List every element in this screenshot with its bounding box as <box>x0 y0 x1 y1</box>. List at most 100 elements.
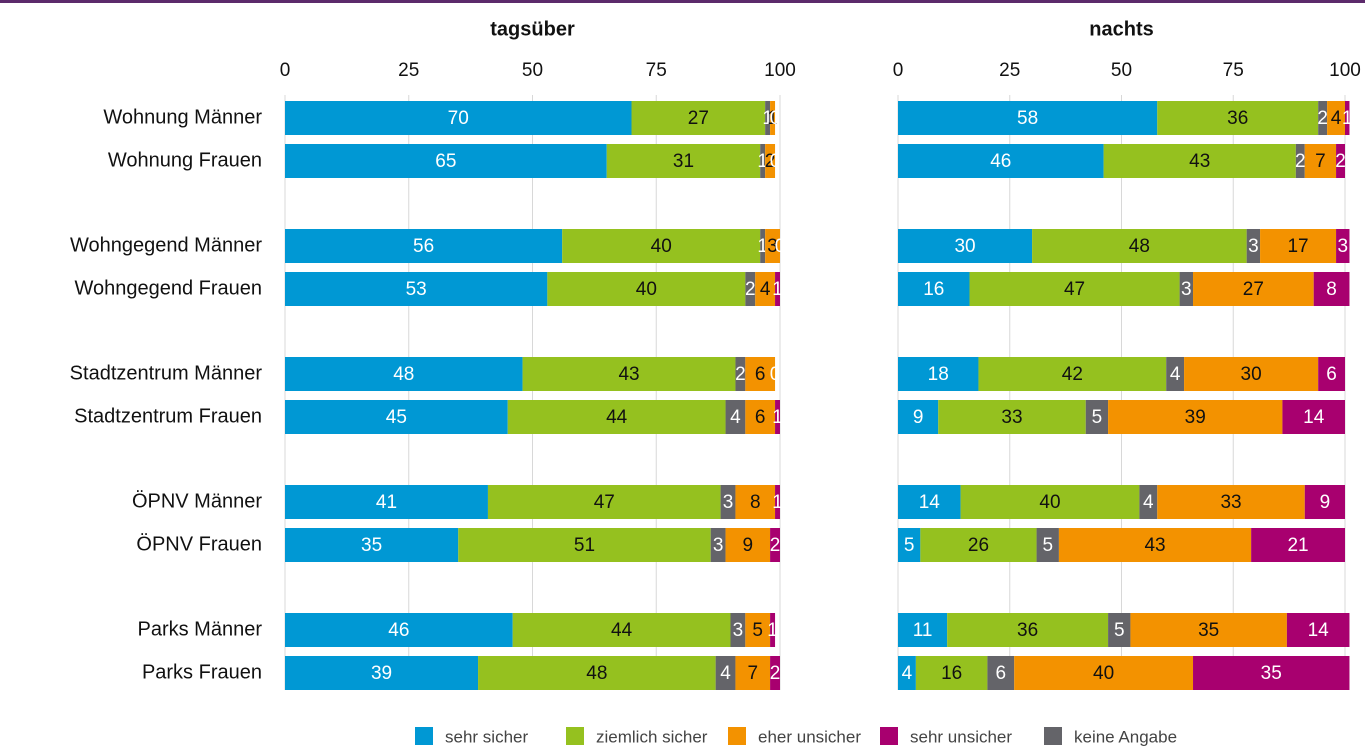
value-label: 5 <box>1114 620 1125 641</box>
value-label: 40 <box>636 279 657 300</box>
bar-segment <box>898 400 939 434</box>
value-label: 4 <box>1170 364 1181 385</box>
bar-segment <box>285 229 563 263</box>
bar-segment <box>1345 101 1350 135</box>
value-label: 36 <box>1017 620 1038 641</box>
bar-segment <box>760 144 766 178</box>
category-label: Wohnung Männer <box>103 106 262 128</box>
value-label: 45 <box>386 407 407 428</box>
value-label: 14 <box>919 492 941 513</box>
value-label: 6 <box>996 663 1007 684</box>
bar-segment <box>1085 400 1109 434</box>
legend-swatch <box>880 727 898 745</box>
bar-segment <box>770 613 776 647</box>
category-label: Wohngegend Männer <box>70 234 262 256</box>
value-label: 4 <box>1331 108 1342 129</box>
value-label: 14 <box>1308 620 1330 641</box>
bar-segment <box>487 485 721 519</box>
bar-segment <box>960 485 1140 519</box>
bar-segment <box>285 485 488 519</box>
bar-segment <box>1318 357 1345 391</box>
value-label: 1 <box>762 108 773 129</box>
bar-segment <box>1193 272 1314 306</box>
bar-segment <box>1103 144 1296 178</box>
value-label: 11 <box>913 620 933 641</box>
value-label: 3 <box>1248 236 1259 257</box>
value-label: 40 <box>1039 492 1060 513</box>
x-tick-label: 0 <box>893 60 904 81</box>
x-tick-label: 100 <box>1329 60 1361 81</box>
bar-segment <box>1282 400 1345 434</box>
bar-segment <box>285 613 513 647</box>
value-label: 2 <box>765 151 776 172</box>
bar-segment <box>765 229 780 263</box>
x-tick-label: 50 <box>1111 60 1132 81</box>
bar-segment <box>1166 357 1185 391</box>
value-label: 3 <box>733 620 744 641</box>
legend-swatch <box>566 727 584 745</box>
value-label: 65 <box>435 151 456 172</box>
value-label: 4 <box>1143 492 1154 513</box>
bar-segment <box>285 272 548 306</box>
value-label: 40 <box>1093 663 1114 684</box>
category-label: Parks Männer <box>138 618 263 640</box>
value-label: 70 <box>448 108 469 129</box>
value-label: 35 <box>361 535 382 556</box>
bar-segment <box>898 229 1033 263</box>
bar-segment <box>1313 272 1350 306</box>
value-label: 5 <box>904 535 915 556</box>
bar-segment <box>1058 528 1252 562</box>
bar-segment <box>765 144 776 178</box>
bar-segment <box>898 528 921 562</box>
category-label: Wohngegend Frauen <box>74 277 262 299</box>
x-tick-label: 75 <box>646 60 667 81</box>
bar-segment <box>285 528 459 562</box>
bar-segment <box>1157 485 1305 519</box>
value-label: 31 <box>673 151 694 172</box>
bar-segment <box>1108 613 1131 647</box>
value-label: 3 <box>723 492 734 513</box>
bar-segment <box>898 656 916 690</box>
bar-segment <box>898 485 961 519</box>
x-tick-label: 75 <box>1223 60 1244 81</box>
value-label: 6 <box>755 407 766 428</box>
value-label: 4 <box>720 663 731 684</box>
value-label: 35 <box>1261 663 1282 684</box>
bar-segment <box>285 101 632 135</box>
bar-segment <box>458 528 711 562</box>
bar-segment <box>760 229 766 263</box>
bar-segment <box>285 357 523 391</box>
value-label: 2 <box>1317 108 1328 129</box>
bar-segment <box>775 272 780 306</box>
bar-segment <box>725 400 746 434</box>
bar-segment <box>1286 613 1350 647</box>
value-label: 0 <box>770 151 781 172</box>
category-label: Wohnung Frauen <box>108 149 262 171</box>
bar-segment <box>725 528 771 562</box>
value-label: 40 <box>651 236 672 257</box>
bar-segment <box>745 357 776 391</box>
value-label: 2 <box>770 535 781 556</box>
bar-segment <box>1193 656 1350 690</box>
legend-label: sehr unsicher <box>910 727 1012 746</box>
value-label: 41 <box>376 492 397 513</box>
bar-segment <box>755 272 776 306</box>
value-label: 48 <box>586 663 607 684</box>
value-label: 9 <box>1320 492 1331 513</box>
value-label: 33 <box>1220 492 1241 513</box>
value-label: 2 <box>745 279 756 300</box>
value-label: 36 <box>1227 108 1248 129</box>
bar-segment <box>987 656 1015 690</box>
bar-segment <box>745 272 756 306</box>
top-rule <box>0 0 1365 3</box>
bar-segment <box>978 357 1167 391</box>
bar-segment <box>765 101 771 135</box>
panel-title: tagsüber <box>490 18 575 40</box>
bar-segment <box>735 357 746 391</box>
value-label: 43 <box>1189 151 1210 172</box>
value-label: 0 <box>770 364 781 385</box>
legend-label: eher unsicher <box>758 727 861 746</box>
value-label: 30 <box>954 236 975 257</box>
value-label: 1 <box>1342 108 1353 129</box>
